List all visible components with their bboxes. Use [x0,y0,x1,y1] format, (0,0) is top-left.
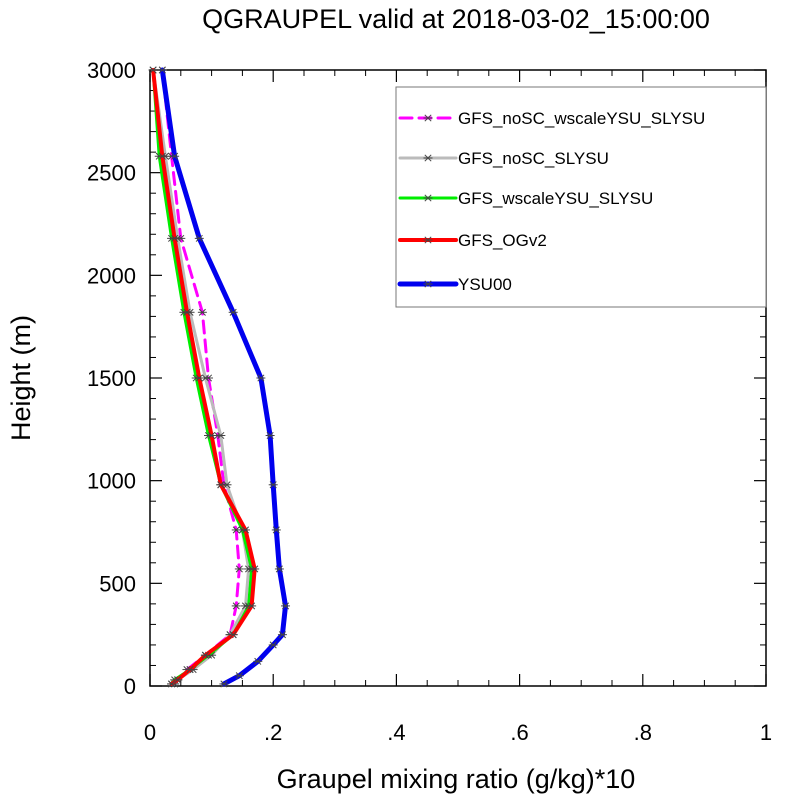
data-point-marker [185,666,195,674]
legend-label: GFS_noSC_SLYSU [458,149,609,168]
data-point-marker [216,481,226,489]
data-point-marker [197,308,207,316]
data-point-marker [228,308,238,316]
series-line [159,67,288,687]
data-point-marker [228,631,238,639]
axis-ticks: 0 .2 .4 .6 .8 1 0 500 1000 1500 2000 2500 3000 [87,58,772,745]
data-point-marker [274,565,284,573]
legend-marker [423,194,433,202]
data-point-marker [148,66,158,74]
data-point-marker [182,308,192,316]
data-point-marker [170,234,180,242]
y-tick-label: 3000 [87,58,136,83]
data-point-marker [219,680,229,688]
data-point-marker [234,672,244,680]
x-tick-label: .4 [387,720,405,745]
x-tick-label: 1 [760,720,772,745]
series-YSU00 [157,66,291,688]
legend-marker [423,154,433,162]
legend-marker [423,280,433,288]
y-tick-label: 500 [99,571,136,596]
legend-label: YSU00 [458,275,512,294]
x-tick-label: .6 [510,720,528,745]
x-tick-label: .2 [264,720,282,745]
data-point-marker [231,602,241,610]
data-point-marker [216,431,226,440]
data-point-marker [157,66,167,74]
data-point-marker [207,431,217,440]
x-tick-label: 0 [144,720,156,745]
data-point-marker [271,526,281,534]
data-point-marker [277,631,287,639]
data-point-marker [170,152,180,160]
data-point-marker [268,641,278,649]
y-tick-label: 0 [124,674,136,699]
legend-label: GFS_noSC_wscaleYSU_SLYSU [458,109,705,128]
legend-label: GFS_OGv2 [458,231,547,250]
data-point-marker [247,602,257,610]
data-point-marker [265,431,275,440]
x-axis-label: Graupel mixing ratio (g/kg)*10 [277,764,636,794]
data-point-marker [268,481,278,489]
series-GFS_OGv2 [148,66,260,688]
series-layer [148,66,291,688]
y-tick-label: 1000 [87,469,136,494]
y-tick-label: 2500 [87,161,136,186]
data-point-marker [194,234,204,242]
data-point-marker [256,374,266,382]
legend-box [395,86,767,308]
data-point-marker [250,565,260,573]
y-tick-label: 2000 [87,263,136,288]
data-point-marker [157,152,167,160]
data-point-marker [281,602,291,610]
chart-title: QGRAUPEL valid at 2018-03-02_15:00:00 [202,4,710,34]
data-point-marker [194,374,204,382]
legend-marker [423,114,433,122]
legend: GFS_noSC_wscaleYSU_SLYSU GFS_noSC_SLYSU GF… [395,86,767,308]
data-point-marker [253,657,263,665]
legend-marker [423,236,433,244]
data-point-marker [200,651,210,659]
x-tick-label: .8 [634,720,652,745]
legend-label: GFS_wscaleYSU_SLYSU [458,189,653,208]
data-point-marker [234,565,244,573]
data-point-marker [173,676,183,684]
data-point-marker [167,680,177,688]
y-axis-label: Height (m) [6,315,36,441]
y-tick-label: 1500 [87,366,136,391]
data-point-marker [240,526,250,534]
